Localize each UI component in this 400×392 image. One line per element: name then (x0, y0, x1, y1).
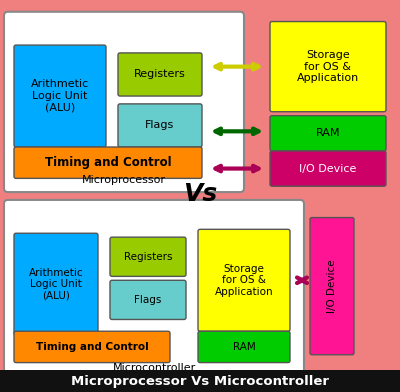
FancyBboxPatch shape (0, 370, 400, 392)
Text: I/O Device: I/O Device (327, 260, 337, 313)
Text: Registers: Registers (134, 69, 186, 80)
Text: Microcontroller: Microcontroller (112, 363, 196, 373)
Text: I/O Device: I/O Device (299, 163, 357, 174)
Text: Flags: Flags (145, 120, 175, 131)
FancyBboxPatch shape (118, 53, 202, 96)
FancyBboxPatch shape (270, 151, 386, 186)
FancyBboxPatch shape (110, 280, 186, 319)
FancyBboxPatch shape (4, 12, 244, 192)
Text: Arithmetic
Logic Unit
(ALU): Arithmetic Logic Unit (ALU) (31, 80, 89, 113)
FancyBboxPatch shape (4, 200, 304, 380)
FancyBboxPatch shape (270, 116, 386, 151)
FancyBboxPatch shape (310, 218, 354, 355)
Text: RAM: RAM (316, 128, 340, 138)
Text: Storage
for OS &
Application: Storage for OS & Application (297, 50, 359, 83)
Text: Storage
for OS &
Application: Storage for OS & Application (215, 264, 273, 297)
FancyBboxPatch shape (110, 237, 186, 276)
FancyBboxPatch shape (198, 229, 290, 331)
Text: Timing and Control: Timing and Control (45, 156, 171, 169)
FancyBboxPatch shape (14, 147, 202, 178)
Text: RAM: RAM (233, 342, 255, 352)
Text: Vs: Vs (183, 182, 217, 206)
FancyBboxPatch shape (14, 331, 170, 363)
Text: Microprocessor Vs Microcontroller: Microprocessor Vs Microcontroller (71, 375, 329, 388)
FancyBboxPatch shape (270, 22, 386, 112)
Text: Registers: Registers (124, 252, 172, 262)
Text: Timing and Control: Timing and Control (36, 342, 148, 352)
Text: Arithmetic
Logic Unit
(ALU): Arithmetic Logic Unit (ALU) (29, 268, 83, 301)
FancyBboxPatch shape (14, 45, 106, 147)
FancyBboxPatch shape (118, 104, 202, 147)
FancyBboxPatch shape (198, 331, 290, 363)
Text: Flags: Flags (134, 295, 162, 305)
FancyBboxPatch shape (14, 233, 98, 335)
Text: Microprocessor: Microprocessor (82, 174, 166, 185)
